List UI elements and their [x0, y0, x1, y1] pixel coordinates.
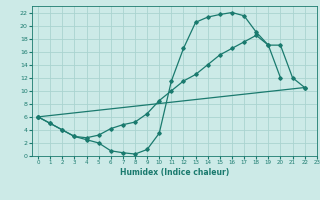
X-axis label: Humidex (Indice chaleur): Humidex (Indice chaleur)	[120, 168, 229, 177]
